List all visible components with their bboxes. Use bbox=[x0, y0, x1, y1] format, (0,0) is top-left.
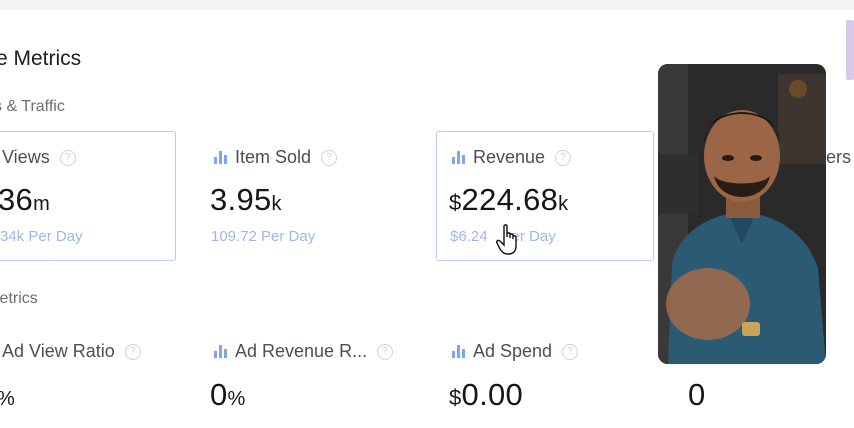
bar-chart-icon bbox=[214, 151, 227, 164]
metric-value-ad-spend: $0.00 bbox=[449, 377, 524, 412]
help-circle-icon[interactable]: ? bbox=[555, 149, 572, 166]
ad-revenue-rate-label: Ad Revenue R... bbox=[235, 341, 368, 361]
help-circle-icon[interactable]: ? bbox=[59, 149, 76, 166]
metric-value-ad-revenue-rate: 0% bbox=[210, 377, 246, 412]
help-circle-icon[interactable]: ? bbox=[562, 343, 579, 360]
presenter-video-image bbox=[658, 64, 826, 364]
metric-value-revenue: $224.68k bbox=[449, 182, 569, 217]
metric-sub-item-sold: 109.72 Per Day bbox=[211, 228, 316, 245]
metric-card-revenue[interactable] bbox=[436, 131, 654, 261]
section-ad-metrics-heading: letrics bbox=[0, 290, 38, 307]
page-title: e Metrics bbox=[0, 47, 82, 70]
metric-sub-revenue: $6.24 er Day bbox=[450, 228, 556, 245]
metric-label-ad-view-ratio: Ad View Ratio ? bbox=[2, 341, 141, 362]
metric-card-views[interactable] bbox=[0, 131, 176, 261]
metric-label-ad-revenue-rate: Ad Revenue R... ? bbox=[214, 341, 394, 362]
help-circle-icon[interactable]: ? bbox=[377, 343, 394, 360]
views-label: Views bbox=[2, 147, 50, 167]
metric-label-revenue: Revenue ? bbox=[452, 147, 572, 168]
metric-sub-views: 34k Per Day bbox=[0, 228, 83, 245]
metric-value-fourth: 0 bbox=[688, 377, 706, 412]
metric-label-item-sold: Item Sold ? bbox=[214, 147, 338, 168]
bar-chart-icon bbox=[452, 151, 465, 164]
bar-chart-icon bbox=[214, 345, 227, 358]
bar-chart-icon bbox=[452, 345, 465, 358]
metric-label-partial: ers bbox=[826, 147, 852, 167]
mouse-pointer-hand-icon bbox=[496, 224, 517, 255]
metric-value-ad-view-ratio: % bbox=[0, 377, 15, 413]
ad-spend-label: Ad Spend bbox=[473, 341, 553, 361]
edge-decoration bbox=[846, 20, 854, 80]
revenue-label: Revenue bbox=[473, 147, 546, 167]
ad-view-ratio-label: Ad View Ratio bbox=[2, 341, 115, 361]
help-circle-icon[interactable]: ? bbox=[321, 149, 338, 166]
help-circle-icon[interactable]: ? bbox=[124, 343, 141, 360]
webcam-overlay bbox=[658, 64, 826, 364]
metric-label-ad-spend: Ad Spend ? bbox=[452, 341, 579, 362]
metric-value-item-sold: 3.95k bbox=[210, 182, 282, 217]
item-sold-label: Item Sold bbox=[235, 147, 312, 167]
metric-value-views: 36m bbox=[0, 182, 51, 217]
section-traffic-heading: s & Traffic bbox=[0, 98, 65, 115]
metric-label-views: Views ? bbox=[2, 147, 76, 168]
